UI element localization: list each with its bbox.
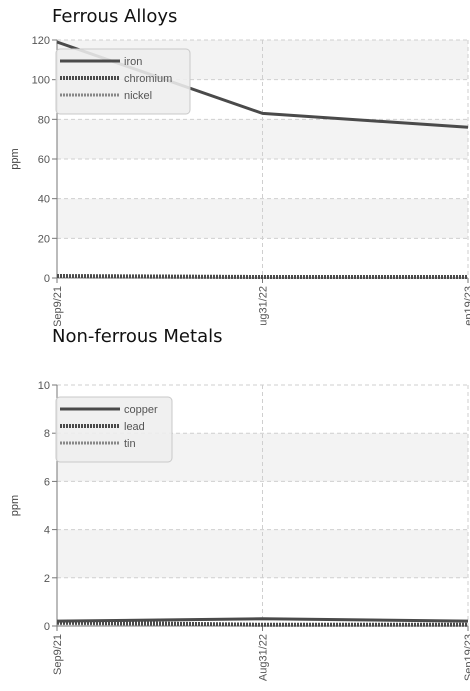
- chart-non-ferrous-metals: 0 2 4 6 8 10 Sep9/21 Aug31/22 Sep19/23 ppm copper l…: [9, 380, 470, 681]
- ferrous-legend-label-nickel: nickel: [124, 90, 152, 102]
- nonferrous-legend-label-tin: tin: [124, 438, 136, 450]
- chart-title-ferrous: Ferrous Alloys: [52, 6, 178, 27]
- ferrous-legend-box: [55, 48, 191, 115]
- nonferrous-y-tick-label: 0: [44, 621, 50, 633]
- ferrous-x-tick-label: Sep19/23: [463, 286, 470, 326]
- ferrous-y-axis-label: ppm: [9, 148, 21, 169]
- nonferrous-y-tick-label: 2: [44, 573, 50, 585]
- ferrous-y-tick-label: 100: [32, 75, 50, 87]
- nonferrous-legend-label-copper: copper: [124, 404, 158, 416]
- nonferrous-y-tick-label: 8: [44, 428, 50, 440]
- ferrous-x-tick-label: Aug31/22: [258, 286, 270, 326]
- ferrous-y-tick-label: 80: [38, 114, 50, 126]
- chart-title-non-ferrous: Non-ferrous Metals: [52, 326, 223, 347]
- ferrous-series-line-chromium: [56, 274, 468, 280]
- ferrous-y-tick-label: 60: [38, 154, 50, 166]
- ferrous-grid-band: [57, 159, 468, 199]
- nonferrous-legend-label-lead: lead: [124, 421, 145, 433]
- nonferrous-y-axis-label: ppm: [9, 495, 21, 516]
- ferrous-y-tick-label: 40: [38, 194, 50, 206]
- ferrous-y-tick-label: 120: [32, 35, 50, 47]
- ferrous-legend-label-chromium: chromium: [124, 73, 172, 85]
- nonferrous-y-tick-label: 4: [44, 525, 50, 537]
- nonferrous-x-tick-label: Aug31/22: [258, 634, 270, 681]
- ferrous-legend-label-iron: iron: [124, 56, 142, 68]
- ferrous-legend: iron chromium nickel: [55, 48, 191, 115]
- chart-ferrous-alloys: 0 20 40 60 80 100 120 Sep9/21 Aug31/22 Sep19/23 pp…: [9, 35, 470, 326]
- nonferrous-x-tick-label: Sep9/21: [52, 634, 64, 675]
- ferrous-y-tick-label: 20: [38, 233, 50, 245]
- ferrous-x-tick-label: Sep9/21: [52, 286, 64, 326]
- ferrous-y-tick-label: 0: [44, 273, 50, 285]
- nonferrous-legend-box: [55, 396, 173, 463]
- nonferrous-legend: copper lead tin: [55, 396, 173, 463]
- nonferrous-x-tick-label: Sep19/23: [463, 634, 470, 681]
- nonferrous-y-tick-label: 6: [44, 476, 50, 488]
- nonferrous-y-tick-label: 10: [38, 380, 50, 392]
